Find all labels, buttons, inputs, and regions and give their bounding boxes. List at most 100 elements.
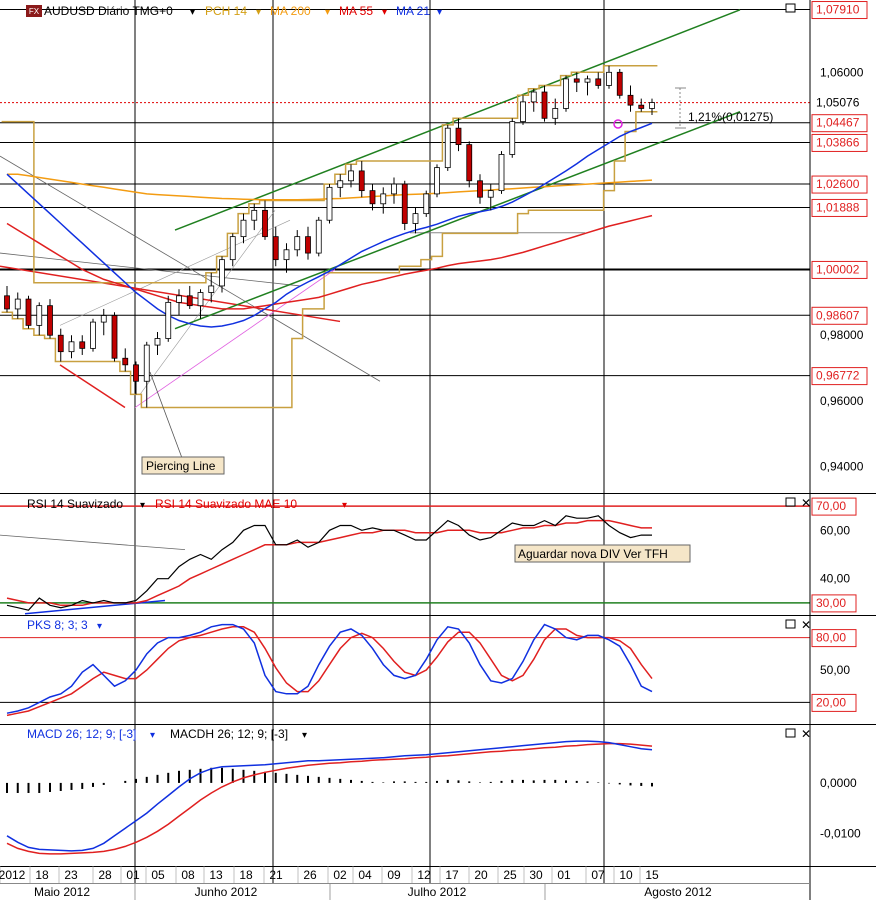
signal-circle <box>613 119 623 129</box>
pch-upper-line <box>1 64 658 284</box>
fan-line-magenta <box>134 269 336 408</box>
candle-body <box>584 78 591 83</box>
rsi-mae-title[interactable]: RSI 14 Suavizado MAE 10 <box>155 497 297 511</box>
pks-level-box <box>811 629 857 648</box>
candle-body <box>122 357 129 366</box>
rsi-axis: 60,00 40,00 70,00 30,00 <box>811 497 857 613</box>
price-header: FX AUDUSD Diário TMG+0 ▾ PCH 14 ▾ MA 200… <box>26 3 796 18</box>
day-label: 12 <box>417 868 431 882</box>
month-label: Agosto 2012 <box>644 885 712 899</box>
rsi-line <box>6 515 652 611</box>
candle-body <box>165 301 172 339</box>
pattern-pointer <box>149 371 183 459</box>
grid <box>134 0 605 883</box>
candle-body <box>466 144 473 182</box>
rsi-mae-dropdown-icon[interactable]: ▾ <box>342 500 347 511</box>
candle-body <box>455 127 462 146</box>
maximize-rsi-icon[interactable] <box>785 497 796 507</box>
candle-body <box>100 315 107 323</box>
maximize-macd-icon[interactable] <box>785 728 796 738</box>
indicator-pch-dropdown-icon[interactable]: ▾ <box>256 7 261 18</box>
indicator-ma55-label[interactable]: MA 55 <box>339 4 373 18</box>
rsi-title[interactable]: RSI 14 Suavizado <box>27 497 123 511</box>
day-label: 20 <box>474 868 488 882</box>
pks-panel[interactable] <box>0 623 810 717</box>
fx-badge: FX <box>29 7 40 16</box>
candle-body <box>606 71 612 86</box>
candle-body <box>197 292 204 307</box>
candle-body <box>315 219 322 254</box>
candle-body <box>627 94 634 106</box>
pks-title[interactable]: PKS 8; 3; 3 <box>27 618 88 632</box>
price-level-box <box>811 367 868 386</box>
symbol-dropdown-icon[interactable]: ▾ <box>190 7 195 18</box>
macd-panel[interactable] <box>6 740 653 855</box>
candle-body <box>272 236 279 261</box>
day-label: 21 <box>269 868 283 882</box>
day-label: 10 <box>619 868 633 882</box>
rsi-dropdown-icon[interactable]: ▾ <box>140 500 145 511</box>
indicator-ma55-dropdown-icon[interactable]: ▾ <box>382 7 387 18</box>
price-panel[interactable] <box>0 9 810 409</box>
price-level-label: 1,07910 <box>816 3 860 17</box>
pks-dropdown-icon[interactable]: ▾ <box>97 621 102 632</box>
time-axis: 2012 18 23 28 01 05 08 13 18 21 26 02 04 09 12 17 20 25 30… <box>0 866 712 900</box>
candle-body <box>14 298 21 310</box>
indicator-ma200-dropdown-icon[interactable]: ▾ <box>325 7 330 18</box>
day-label: 18 <box>239 868 253 882</box>
candle-body <box>595 78 602 86</box>
candle-body <box>143 344 150 382</box>
macd-title[interactable]: MACD 26; 12; 9; [-3] <box>27 727 136 741</box>
candle-body <box>477 180 483 198</box>
day-label: 09 <box>387 868 401 882</box>
maximize-price-icon[interactable] <box>785 3 796 13</box>
pattern-label-box[interactable] <box>141 456 225 475</box>
month-label: Maio 2012 <box>34 885 90 899</box>
candle-body <box>25 298 32 326</box>
maximize-pks-icon[interactable] <box>785 619 796 629</box>
candle-body <box>229 236 236 261</box>
candle-body <box>111 315 118 359</box>
close-rsi-icon[interactable]: ✕ <box>801 496 811 510</box>
ma55-line <box>6 214 653 310</box>
candle-body <box>401 183 408 224</box>
indicator-ma21-dropdown-icon[interactable]: ▾ <box>437 7 442 18</box>
candle-body <box>391 183 397 195</box>
candle-body <box>47 305 53 336</box>
candle-body <box>283 249 290 261</box>
macdh-dropdown-icon[interactable]: ▾ <box>302 730 307 741</box>
candle-body <box>90 321 96 349</box>
close-macd-icon[interactable]: ✕ <box>801 727 811 741</box>
candle-body <box>552 108 559 119</box>
price-level-box <box>811 306 868 325</box>
candle-body <box>219 259 225 287</box>
price-axis: 1,06000 0,98000 0,96000 0,94000 1,07910 1,044… <box>811 1 868 474</box>
indicator-ma21-label[interactable]: MA 21 <box>396 4 430 18</box>
rsi-trend-line-grey <box>0 534 186 551</box>
candle-body <box>68 341 75 353</box>
macdh-title[interactable]: MACDH 26; 12; 9; [-3] <box>170 727 288 741</box>
candle-body <box>509 121 516 155</box>
macd-header: MACD 26; 12; 9; [-3] ▾ MACDH 26; 12; 9; … <box>27 727 811 741</box>
macd-dropdown-icon[interactable]: ▾ <box>150 730 155 741</box>
day-label: 17 <box>445 868 459 882</box>
indicator-pch-label[interactable]: PCH 14 <box>205 4 247 18</box>
rsi-panel[interactable] <box>0 505 810 615</box>
macd-axis-label: 0,0000 <box>820 776 857 790</box>
rsi-note-box[interactable] <box>514 544 691 563</box>
indicator-ma200-label[interactable]: MA 200 <box>270 4 311 18</box>
day-label: 08 <box>181 868 195 882</box>
close-pks-icon[interactable]: ✕ <box>801 618 811 632</box>
resistance-line-red <box>0 265 341 323</box>
candle-body <box>573 78 580 83</box>
day-label: 02 <box>333 868 347 882</box>
candle-body <box>4 295 10 310</box>
day-label: 28 <box>98 868 112 882</box>
candle-body <box>294 236 301 251</box>
ma21-line <box>6 122 653 328</box>
symbol-title[interactable]: AUDUSD Diário TMG+0 <box>44 4 173 18</box>
candle-body <box>262 209 268 238</box>
candle-body <box>530 91 537 103</box>
price-level-label: 0,98607 <box>816 308 860 322</box>
